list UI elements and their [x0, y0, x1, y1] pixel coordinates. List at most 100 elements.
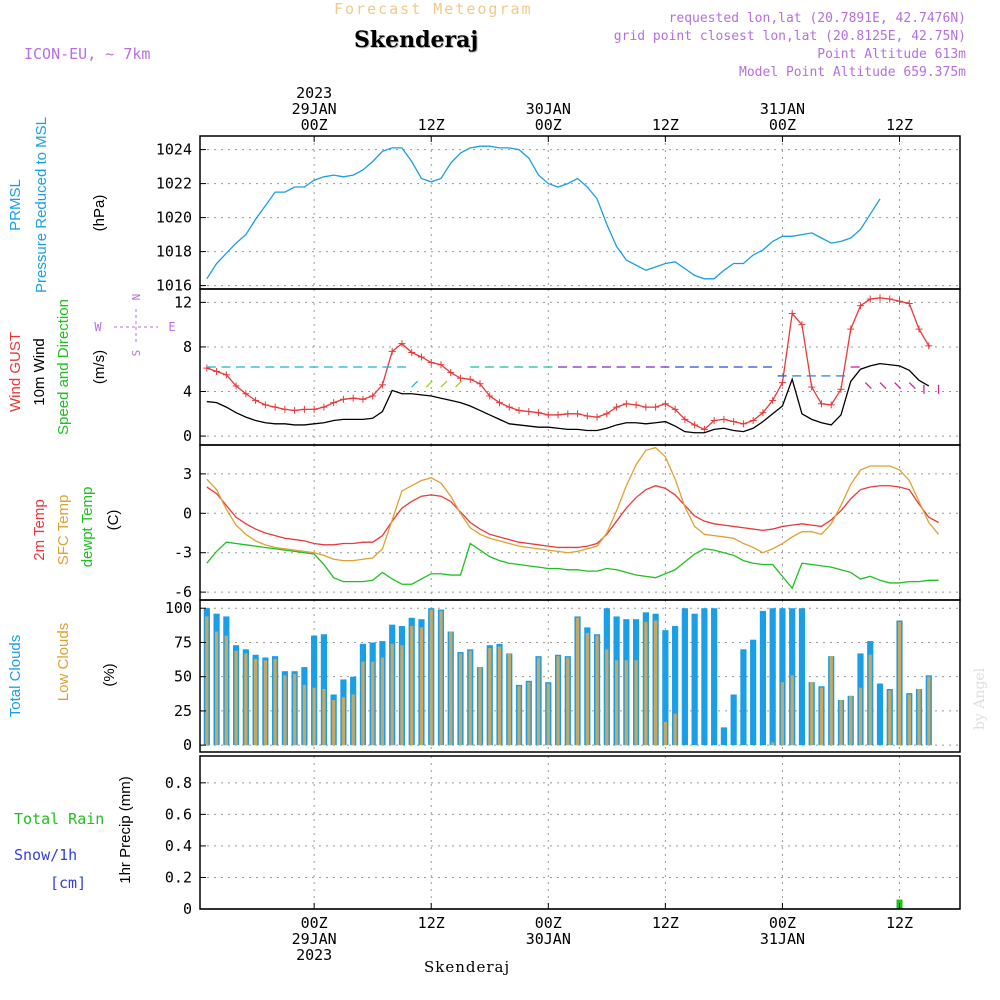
- gust-point: [866, 295, 874, 303]
- gust-point: [808, 383, 816, 391]
- precip-unit-label: 1hr Precip (mm): [117, 776, 134, 884]
- compass-north: N: [130, 294, 143, 301]
- wind-direction-arrow: [411, 380, 419, 388]
- wind-direction-label: Speed and Direction: [55, 299, 72, 435]
- low-cloud-bar: [907, 694, 911, 746]
- precipitation-ytick-label: 0.8: [165, 774, 192, 792]
- wind-direction-arrow: [894, 382, 902, 390]
- total-cloud-bar: [662, 630, 669, 746]
- low-cloud-bar: [478, 667, 482, 746]
- gust-point: [300, 405, 308, 413]
- gust-point: [544, 411, 552, 419]
- total-cloud-bar: [740, 649, 747, 746]
- gust-point: [788, 310, 796, 318]
- gust-point: [417, 353, 425, 361]
- low-cloud-bar: [517, 686, 521, 746]
- temperature-ytick-label: -3: [174, 544, 192, 562]
- gust-point: [915, 325, 923, 333]
- gust-point: [564, 410, 572, 418]
- total-rain-label: Total Rain: [14, 810, 104, 828]
- low-cloud-bar: [644, 621, 648, 746]
- bottom-time-label: 12Z: [652, 914, 679, 932]
- low-cloud-bar: [263, 660, 267, 746]
- low-cloud-bar: [605, 649, 609, 746]
- gust-point: [642, 403, 650, 411]
- temperature-dewpt-line: [206, 541, 939, 590]
- gust-point: [291, 406, 299, 414]
- low-cloud-bar: [332, 699, 336, 746]
- low-clouds-label: Low Clouds: [55, 623, 72, 701]
- low-cloud-bar: [897, 621, 902, 746]
- snow-unit-label: [cm]: [50, 874, 86, 892]
- low-cloud-bar: [556, 656, 560, 746]
- gust-point: [583, 412, 591, 420]
- wind-direction-arrow: [425, 380, 433, 388]
- gust-point: [437, 361, 445, 369]
- gust-point: [525, 408, 533, 416]
- temp-dewpt-label: dewpt Temp: [79, 487, 96, 568]
- low-cloud-bar: [868, 654, 872, 746]
- gust-point: [281, 405, 289, 413]
- low-cloud-bar: [341, 697, 346, 746]
- gust-point: [778, 379, 786, 387]
- bottom-time-label: 12Z: [418, 914, 445, 932]
- low-cloud-bar: [663, 721, 667, 746]
- total-cloud-bar: [701, 608, 708, 746]
- gust-point: [739, 420, 747, 428]
- wind-wind-line: [206, 362, 930, 434]
- wind-gust-label: Wind GUST: [7, 332, 24, 412]
- top-time-label: 12Z: [652, 116, 679, 134]
- low-cloud-bar: [302, 684, 306, 746]
- low-cloud-bar: [312, 687, 316, 746]
- top-time-label: 2023: [296, 84, 332, 102]
- low-cloud-bar: [858, 687, 863, 746]
- low-cloud-bar: [410, 626, 414, 746]
- bottom-time-label: 2023: [296, 946, 332, 964]
- gust-point: [369, 392, 377, 400]
- top-time-label: 00Z: [769, 116, 796, 134]
- bottom-time-label: 00Z: [535, 914, 562, 932]
- gust-point: [632, 401, 640, 409]
- gust-point: [486, 392, 494, 400]
- temperature-ytick-label: 0: [183, 504, 192, 522]
- low-cloud-bar: [497, 646, 502, 746]
- low-cloud-bar: [624, 660, 628, 746]
- gust-point: [896, 297, 904, 305]
- low-cloud-bar: [439, 610, 443, 746]
- low-cloud-bar: [810, 682, 814, 746]
- wind-direction-arrow: [864, 382, 872, 390]
- top-time-label: 12Z: [418, 116, 445, 134]
- low-cloud-bar: [575, 617, 580, 746]
- wind-direction-arrow: [440, 380, 448, 388]
- gust-point: [817, 400, 825, 408]
- pressure-ytick-label: 1024: [156, 141, 192, 159]
- total-cloud-bar: [798, 608, 806, 746]
- gust-point: [447, 369, 455, 377]
- low-cloud-bar: [429, 609, 433, 746]
- temperature-ytick-label: -6: [174, 583, 192, 601]
- gust-point: [574, 410, 582, 418]
- gust-point: [691, 421, 699, 429]
- gust-point: [554, 411, 562, 419]
- low-cloud-bar: [614, 660, 619, 746]
- gust-point: [320, 403, 328, 411]
- low-cloud-bar: [419, 627, 424, 746]
- clouds-ytick-label: 75: [174, 633, 192, 651]
- temp-sfc-label: SFC Temp: [55, 495, 72, 566]
- location-title: Skenderaj: [354, 27, 479, 53]
- gust-point: [359, 395, 367, 403]
- pressure-unit-label: (hPa): [91, 195, 108, 232]
- wind-ytick-label: 4: [183, 383, 192, 401]
- point-altitude: Point Altitude 613m: [817, 47, 966, 62]
- gust-point: [671, 405, 679, 413]
- gust-point: [681, 415, 689, 423]
- bottom-time-label: 30JAN: [526, 930, 571, 948]
- low-cloud-bar: [205, 616, 209, 746]
- pressure-pressure-line: [206, 145, 881, 280]
- low-cloud-bar: [351, 694, 355, 746]
- low-cloud-bar: [507, 653, 511, 746]
- low-cloud-bar: [917, 689, 921, 746]
- total-cloud-bar: [681, 608, 688, 746]
- wind-ytick-label: 8: [183, 338, 192, 356]
- top-time-label: 31JAN: [760, 100, 805, 118]
